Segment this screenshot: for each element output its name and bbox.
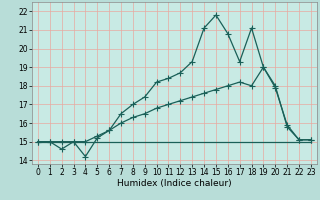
X-axis label: Humidex (Indice chaleur): Humidex (Indice chaleur) <box>117 179 232 188</box>
